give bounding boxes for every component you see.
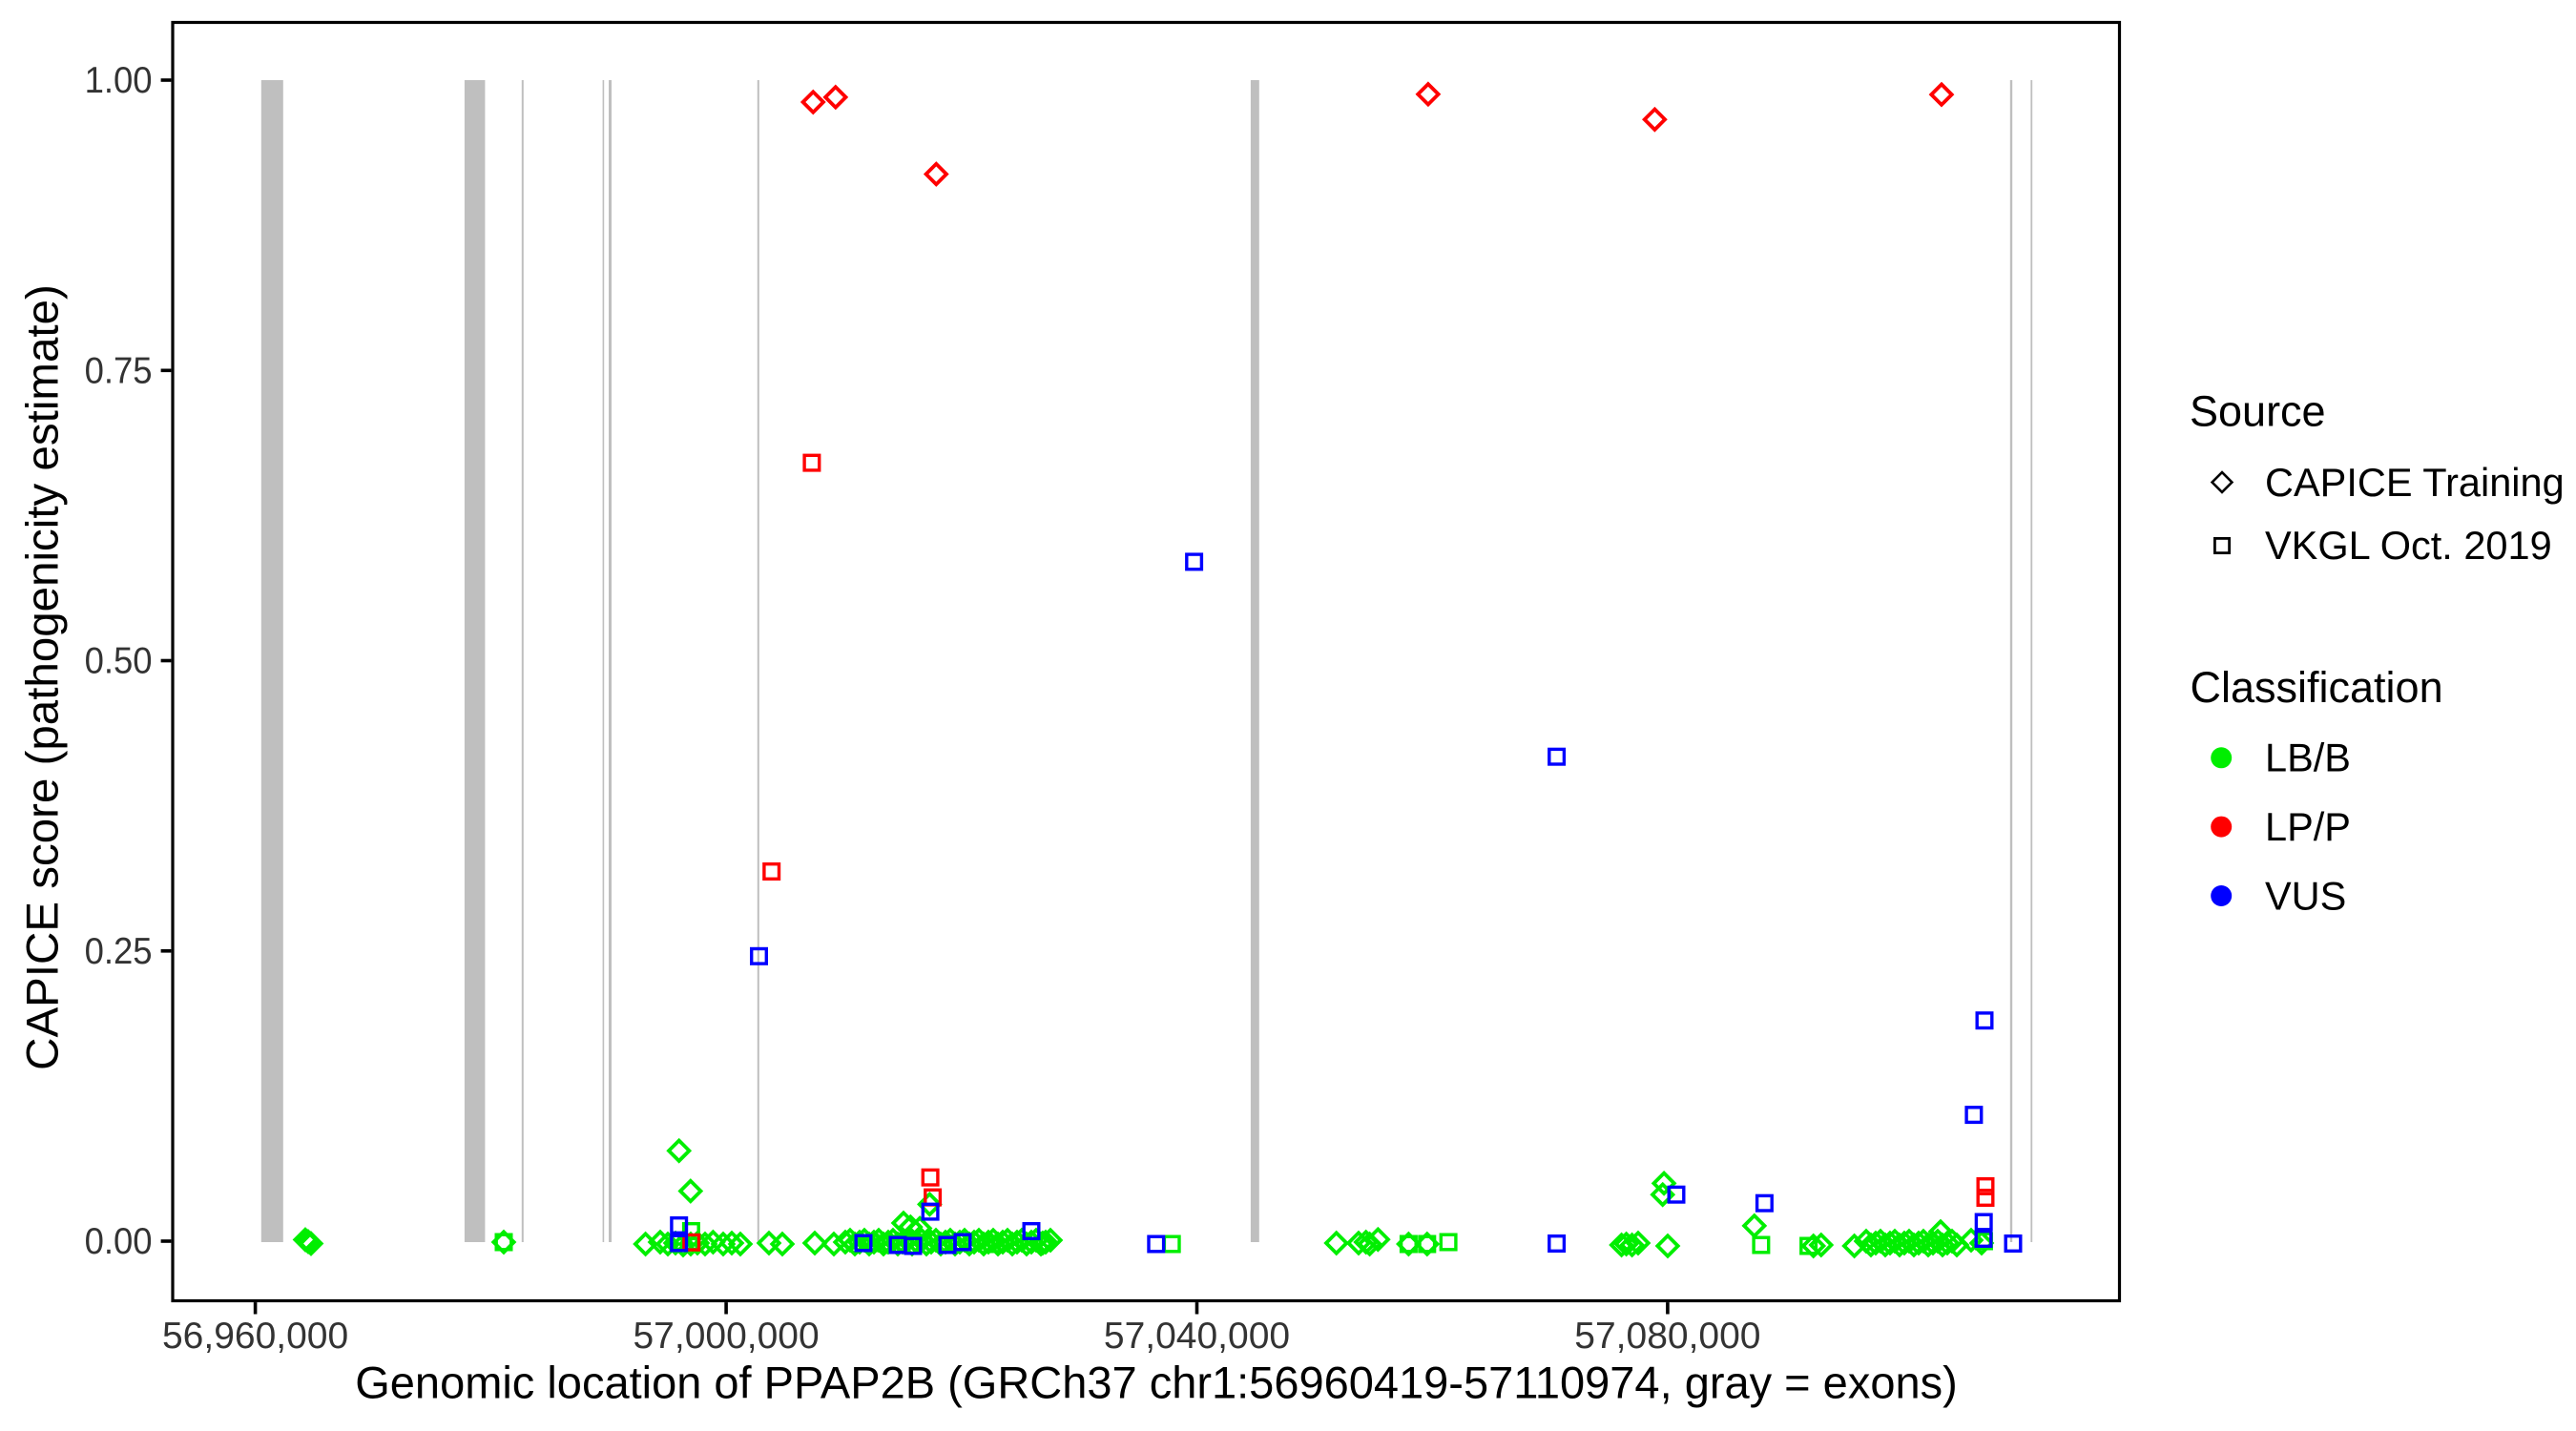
svg-text:57,000,000: 57,000,000	[633, 1316, 819, 1357]
svg-text:CAPICE score (pathogenicity es: CAPICE score (pathogenicity estimate)	[18, 284, 69, 1070]
svg-text:0.75: 0.75	[85, 351, 153, 392]
svg-text:VKGL Oct. 2019: VKGL Oct. 2019	[2265, 523, 2552, 568]
svg-text:57,080,000: 57,080,000	[1574, 1316, 1760, 1357]
svg-text:LB/B: LB/B	[2265, 736, 2351, 780]
svg-text:57,040,000: 57,040,000	[1104, 1316, 1290, 1357]
svg-text:Source: Source	[2190, 387, 2326, 436]
svg-text:LP/P: LP/P	[2265, 804, 2351, 849]
svg-text:0.00: 0.00	[85, 1221, 153, 1262]
svg-text:1.00: 1.00	[85, 60, 153, 101]
svg-text:0.25: 0.25	[85, 931, 153, 972]
svg-text:VUS: VUS	[2265, 873, 2346, 918]
svg-text:Classification: Classification	[2191, 663, 2443, 712]
svg-text:Genomic location of PPAP2B (GR: Genomic location of PPAP2B (GRCh37 chr1:…	[355, 1358, 1958, 1408]
svg-text:56,960,000: 56,960,000	[162, 1316, 348, 1357]
svg-text:0.50: 0.50	[85, 641, 153, 682]
svg-text:CAPICE Training: CAPICE Training	[2265, 460, 2565, 505]
